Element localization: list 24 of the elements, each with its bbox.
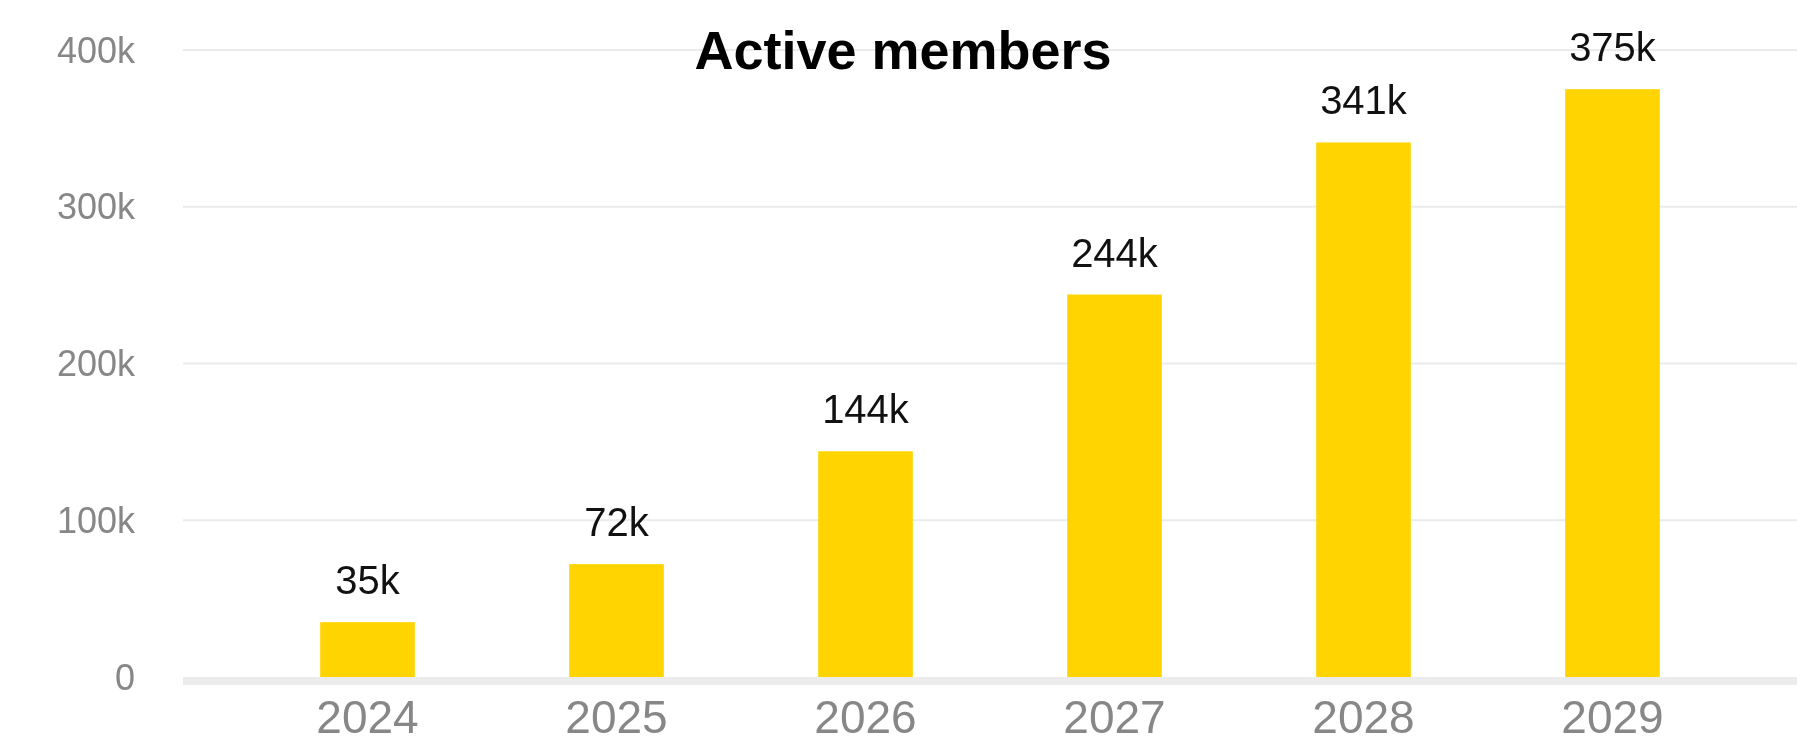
data-label: 35k — [335, 558, 401, 603]
y-tick-label: 300k — [56, 186, 136, 228]
x-tick-label: 2027 — [1063, 691, 1166, 743]
data-label: 375k — [1569, 25, 1657, 70]
x-tick-label: 2024 — [316, 691, 419, 743]
bar — [1067, 294, 1162, 677]
x-tick-label: 2025 — [565, 691, 668, 743]
bar — [569, 564, 664, 677]
chart-title: Active members — [694, 20, 1112, 80]
data-label: 341k — [1320, 78, 1408, 123]
y-tick-label: 100k — [56, 499, 136, 541]
data-label: 144k — [822, 387, 910, 432]
bar — [320, 622, 415, 677]
data-label: 244k — [1071, 230, 1159, 275]
bar — [1565, 89, 1660, 677]
bar — [1316, 142, 1411, 677]
x-tick-label: 2026 — [814, 691, 917, 743]
y-tick-label: 0 — [114, 656, 135, 698]
y-tick-label: 200k — [56, 343, 136, 385]
bar — [818, 451, 913, 677]
x-tick-label: 2028 — [1312, 691, 1415, 743]
y-tick-label: 400k — [56, 29, 136, 71]
x-tick-label: 2029 — [1561, 691, 1664, 743]
data-label: 72k — [584, 500, 650, 545]
